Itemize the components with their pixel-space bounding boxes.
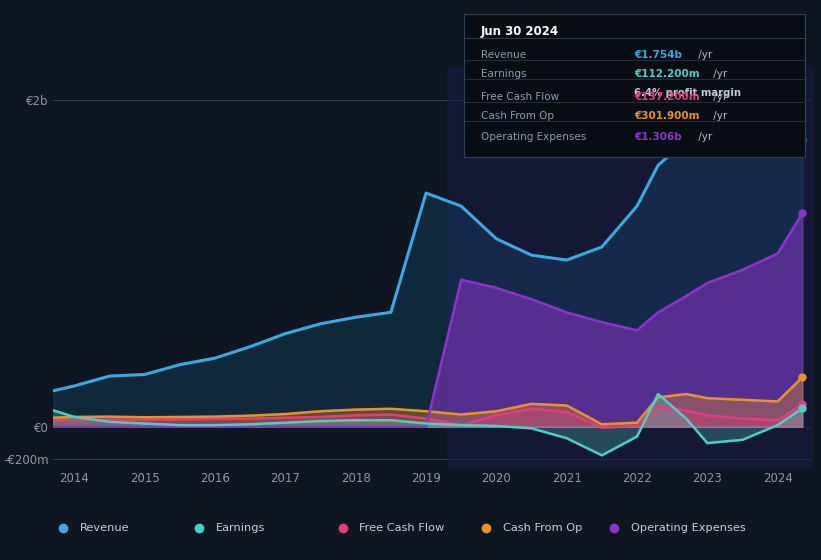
Text: /yr: /yr [710,69,727,79]
Text: Operating Expenses: Operating Expenses [631,523,745,533]
Text: Free Cash Flow: Free Cash Flow [481,92,559,102]
Text: Revenue: Revenue [80,523,129,533]
Text: €1.754b: €1.754b [635,50,682,60]
Text: Cash From Op: Cash From Op [481,111,554,121]
Text: /yr: /yr [695,132,713,142]
Text: /yr: /yr [695,50,713,60]
Text: €112.200m: €112.200m [635,69,699,79]
Text: /yr: /yr [710,111,727,121]
Text: €301.900m: €301.900m [635,111,699,121]
Bar [447,67,813,468]
Text: Earnings: Earnings [481,69,526,79]
Text: Operating Expenses: Operating Expenses [481,132,586,142]
Text: Free Cash Flow: Free Cash Flow [359,523,444,533]
Text: Cash From Op: Cash From Op [502,523,582,533]
Text: Revenue: Revenue [481,50,526,60]
Text: €137.200m: €137.200m [635,92,700,102]
Text: 6.4% profit margin: 6.4% profit margin [635,88,741,98]
Text: /yr: /yr [710,92,727,102]
Text: Earnings: Earnings [216,523,265,533]
Text: Jun 30 2024: Jun 30 2024 [481,25,559,39]
Text: €1.306b: €1.306b [635,132,682,142]
